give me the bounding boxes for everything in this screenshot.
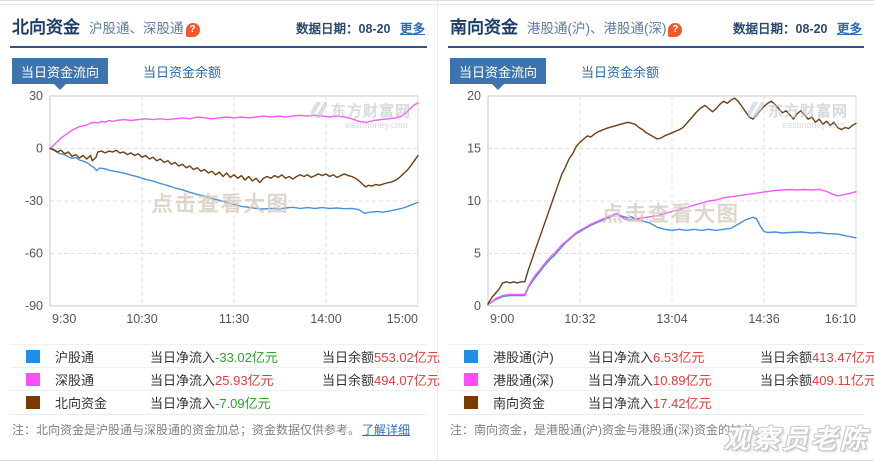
data-date: 数据日期：08-20 更多 — [296, 18, 425, 37]
active-tab-caret-icon — [492, 84, 504, 90]
page-title: 北向资金 — [12, 18, 80, 37]
legend-row: 沪股通 当日净流入-33.02亿元 当日余额553.02亿元 — [10, 344, 440, 367]
svg-text:10:30: 10:30 — [126, 312, 157, 326]
legend-row: 南向资金 当日净流入17.42亿元 — [448, 390, 864, 413]
more-link[interactable]: 更多 — [399, 22, 425, 36]
svg-text:0: 0 — [36, 142, 43, 156]
balance: 当日余额413.47亿元 — [760, 349, 874, 365]
tab-label: 当日资金流向 — [21, 65, 100, 80]
page-title: 南向资金 — [450, 18, 518, 37]
balance: 当日余额494.07亿元 — [322, 372, 440, 388]
panel-subtitle: 港股通(沪)、港股通(深) — [527, 21, 667, 36]
net-inflow: 当日净流入10.89亿元 — [588, 372, 712, 388]
net-inflow: 当日净流入25.93亿元 — [150, 372, 274, 388]
tab-daily-balance[interactable]: 当日资金余额 — [134, 58, 230, 84]
tab-daily-flow[interactable]: 当日资金流向 — [12, 58, 109, 90]
header-divider — [448, 46, 864, 48]
balance: 当日余额409.11亿元 — [760, 372, 874, 388]
details-link[interactable]: 了解详细 — [362, 423, 411, 437]
series-color-swatch — [464, 395, 478, 409]
panel-header: 北向资金 沪股通、深股通 ? 数据日期：08-20 更多 — [10, 11, 427, 38]
svg-text:14:36: 14:36 — [748, 312, 779, 326]
svg-text:16:10: 16:10 — [825, 312, 856, 326]
svg-text:9:00: 9:00 — [490, 312, 514, 326]
active-tab-caret-icon — [54, 84, 66, 90]
series-name: 港股通(深) — [493, 372, 554, 388]
series-name: 沪股通 — [55, 349, 95, 365]
series-color-swatch — [26, 349, 40, 363]
series-color-swatch — [464, 349, 478, 363]
footnote: 注：北向资金是沪股通与深股通的资金加总；资金数据仅供参考。 了解详细 — [10, 414, 427, 438]
net-inflow: 当日净流入6.53亿元 — [588, 349, 705, 365]
data-date-label: 数据日期： — [296, 22, 359, 36]
tab-label: 当日资金流向 — [459, 65, 538, 80]
series-name: 深股通 — [55, 372, 95, 388]
tab-label: 当日资金余额 — [581, 65, 660, 80]
tab-daily-balance[interactable]: 当日资金余额 — [572, 58, 668, 84]
series-color-swatch — [26, 372, 40, 386]
svg-text:30: 30 — [29, 89, 43, 103]
northbound-flow-chart[interactable]: 30 0 -30 -60 -90 9:30 10:30 11:30 14:00 15:00 点击查… — [10, 88, 427, 332]
legend: 港股通(沪) 当日净流入6.53亿元 当日余额413.47亿元 港股通(深) 当… — [448, 344, 874, 413]
data-date: 数据日期：08-20 更多 — [733, 18, 862, 37]
panel-southbound: 南向资金 港股通(沪)、港股通(深) ? 数据日期：08-20 更多 当日资金流… — [437, 1, 874, 460]
svg-text:10: 10 — [467, 194, 481, 208]
panel-subtitle: 沪股通、深股通 — [89, 21, 184, 36]
help-icon[interactable]: ? — [668, 23, 683, 37]
tab-daily-flow[interactable]: 当日资金流向 — [450, 58, 547, 90]
data-date-label: 数据日期： — [733, 22, 796, 36]
southbound-flow-chart[interactable]: 20 15 10 5 0 9:00 10:32 13:04 14:36 16:10 点击查看大图 … — [448, 88, 864, 332]
svg-text:-30: -30 — [25, 194, 43, 208]
svg-text:20: 20 — [467, 89, 481, 103]
tab-label: 当日资金余额 — [143, 65, 222, 80]
svg-text:-90: -90 — [25, 299, 43, 313]
legend-row: 北向资金 当日净流入-7.09亿元 — [10, 390, 427, 413]
line-chart: 30 0 -30 -60 -90 9:30 10:30 11:30 14:00 15:00 — [25, 89, 419, 326]
series-name: 南向资金 — [493, 395, 546, 411]
series-name: 北向资金 — [55, 395, 108, 411]
svg-text:15:00: 15:00 — [387, 312, 418, 326]
net-inflow: 当日净流入17.42亿元 — [588, 395, 712, 411]
svg-text:15: 15 — [467, 142, 481, 156]
footnote-text: 注：南向资金，是港股通(沪)资金与港股通(深)资金的加总。 — [450, 423, 766, 437]
footnote-text: 注：北向资金是沪股通与深股通的资金加总；资金数据仅供参考。 — [12, 423, 361, 437]
header-divider — [10, 46, 427, 48]
footnote: 注：南向资金，是港股通(沪)资金与港股通(深)资金的加总。 — [448, 414, 864, 438]
panel-header: 南向资金 港股通(沪)、港股通(深) ? 数据日期：08-20 更多 — [448, 11, 864, 38]
data-date-value: 08-20 — [795, 22, 828, 36]
legend: 沪股通 当日净流入-33.02亿元 当日余额553.02亿元 深股通 当日净流入… — [10, 344, 440, 413]
svg-text:5: 5 — [474, 247, 481, 261]
series-color-swatch — [26, 395, 40, 409]
legend-row: 深股通 当日净流入25.93亿元 当日余额494.07亿元 — [10, 367, 440, 390]
more-link[interactable]: 更多 — [836, 22, 862, 36]
tab-bar: 当日资金流向 当日资金余额 — [450, 58, 864, 90]
balance: 当日余额553.02亿元 — [322, 349, 440, 365]
legend-row: 港股通(深) 当日净流入10.89亿元 当日余额409.11亿元 — [448, 367, 874, 390]
svg-text:13:04: 13:04 — [656, 312, 687, 326]
svg-text:11:30: 11:30 — [219, 312, 249, 326]
series-name: 港股通(沪) — [493, 349, 554, 365]
svg-text:9:30: 9:30 — [52, 312, 76, 326]
net-inflow: 当日净流入-33.02亿元 — [150, 349, 278, 365]
svg-text:-60: -60 — [25, 247, 43, 261]
tab-bar: 当日资金流向 当日资金余额 — [12, 58, 427, 90]
svg-text:0: 0 — [474, 299, 481, 313]
legend-row: 港股通(沪) 当日净流入6.53亿元 当日余额413.47亿元 — [448, 344, 874, 367]
panel-northbound: 北向资金 沪股通、深股通 ? 数据日期：08-20 更多 当日资金流向 当日资金… — [0, 1, 440, 460]
line-chart: 20 15 10 5 0 9:00 10:32 13:04 14:36 16:10 — [467, 89, 857, 326]
svg-text:14:00: 14:00 — [310, 312, 341, 326]
svg-text:10:32: 10:32 — [564, 312, 595, 326]
help-icon[interactable]: ? — [185, 23, 200, 37]
series-color-swatch — [464, 372, 478, 386]
net-inflow: 当日净流入-7.09亿元 — [150, 395, 271, 411]
data-date-value: 08-20 — [358, 22, 391, 36]
